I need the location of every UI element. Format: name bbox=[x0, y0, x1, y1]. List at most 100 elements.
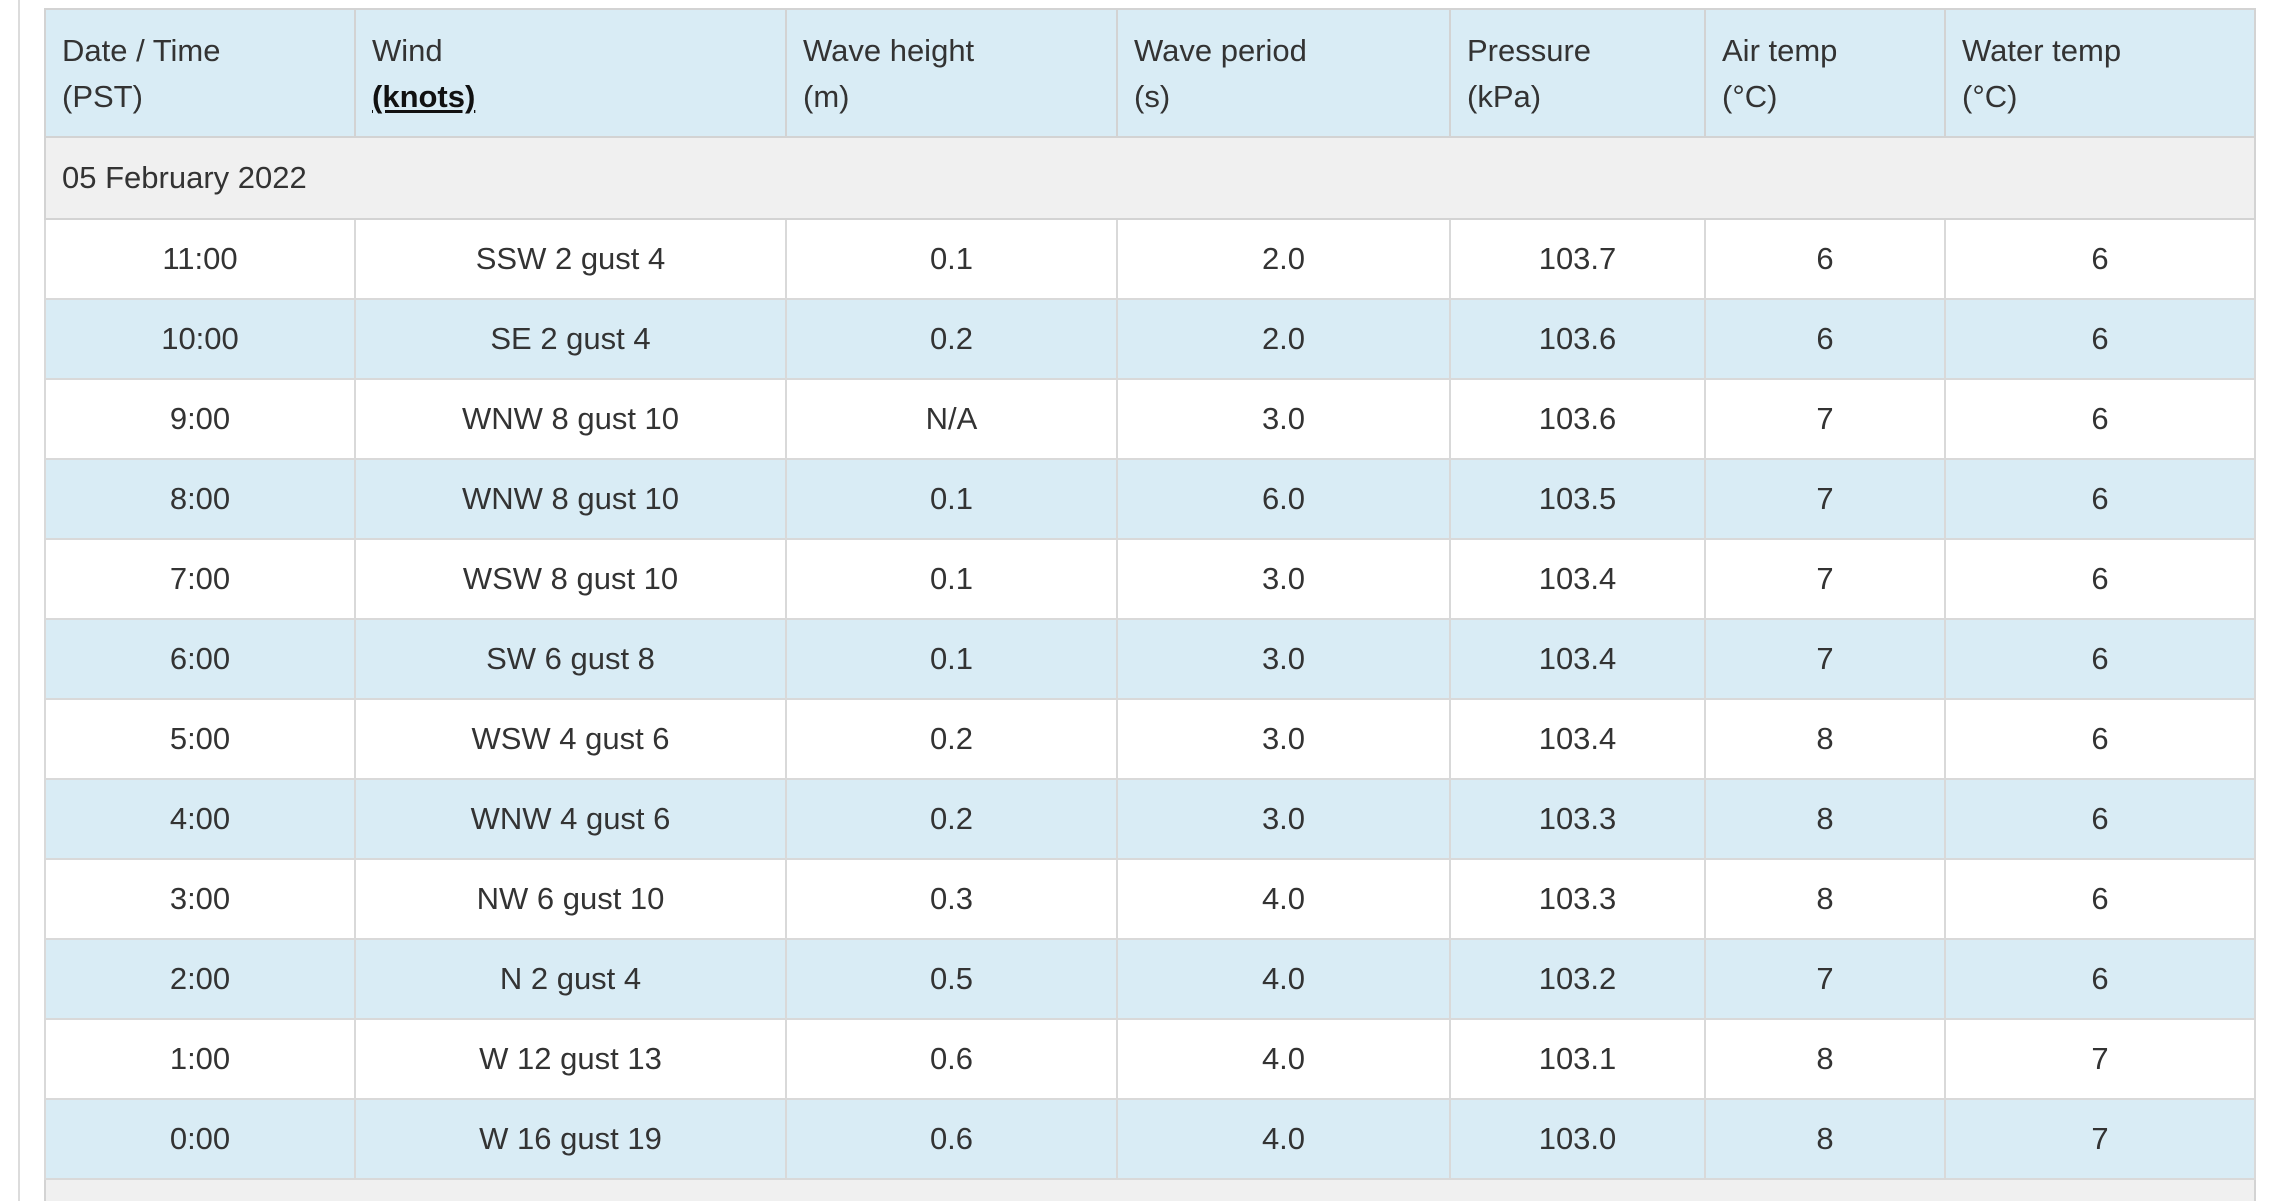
air-temp-cell: 6 bbox=[1704, 298, 1946, 380]
pressure-cell: 103.4 bbox=[1449, 698, 1706, 780]
wave-height-cell: 0.1 bbox=[785, 618, 1118, 700]
wave-height-cell: 0.1 bbox=[785, 458, 1118, 540]
pressure-cell: 103.6 bbox=[1449, 378, 1706, 460]
pressure-cell: 103.7 bbox=[1449, 218, 1706, 300]
pressure-cell: 103.0 bbox=[1449, 1098, 1706, 1180]
time-cell: 3:00 bbox=[44, 858, 356, 940]
column-header-units: (m) bbox=[803, 79, 850, 114]
wave-height-cell: N/A bbox=[785, 378, 1118, 460]
table-row: 3:00 NW 6 gust 10 0.3 4.0 103.3 8 6 bbox=[44, 858, 2256, 940]
wave-height-cell: 0.3 bbox=[785, 858, 1118, 940]
wave-period-cell: 3.0 bbox=[1116, 378, 1451, 460]
wind-cell: W 16 gust 19 bbox=[354, 1098, 787, 1180]
column-header-units: (s) bbox=[1134, 79, 1171, 114]
wave-height-cell: 0.2 bbox=[785, 778, 1118, 860]
wind-cell: SE 2 gust 4 bbox=[354, 298, 787, 380]
air-temp-cell: 7 bbox=[1704, 458, 1946, 540]
wave-height-cell: 0.5 bbox=[785, 938, 1118, 1020]
column-header-label: Wave period bbox=[1134, 33, 1307, 68]
air-temp-cell: 7 bbox=[1704, 538, 1946, 620]
time-cell: 9:00 bbox=[44, 378, 356, 460]
water-temp-cell: 6 bbox=[1944, 938, 2256, 1020]
wave-period-cell: 6.0 bbox=[1116, 458, 1451, 540]
air-temp-cell: 7 bbox=[1704, 618, 1946, 700]
wind-cell: SSW 2 gust 4 bbox=[354, 218, 787, 300]
air-temp-cell: 8 bbox=[1704, 698, 1946, 780]
column-header-units: (°C) bbox=[1722, 79, 1778, 114]
table-row: 1:00 W 12 gust 13 0.6 4.0 103.1 8 7 bbox=[44, 1018, 2256, 1100]
table-row: 9:00 WNW 8 gust 10 N/A 3.0 103.6 7 6 bbox=[44, 378, 2256, 460]
wind-cell: WNW 4 gust 6 bbox=[354, 778, 787, 860]
time-cell: 1:00 bbox=[44, 1018, 356, 1100]
column-header-label: Wave height bbox=[803, 33, 975, 68]
water-temp-cell: 6 bbox=[1944, 218, 2256, 300]
wind-cell: W 12 gust 13 bbox=[354, 1018, 787, 1100]
wind-cell: N 2 gust 4 bbox=[354, 938, 787, 1020]
wave-height-cell: 0.1 bbox=[785, 218, 1118, 300]
air-temp-cell: 8 bbox=[1704, 858, 1946, 940]
column-header-label: Date / Time bbox=[62, 33, 221, 68]
column-header-label: Air temp bbox=[1722, 33, 1838, 68]
air-temp-cell: 6 bbox=[1704, 218, 1946, 300]
water-temp-cell: 6 bbox=[1944, 858, 2256, 940]
wind-cell: WNW 8 gust 10 bbox=[354, 378, 787, 460]
wave-period-cell: 3.0 bbox=[1116, 778, 1451, 860]
table-row: 10:00 SE 2 gust 4 0.2 2.0 103.6 6 6 bbox=[44, 298, 2256, 380]
wind-units-link[interactable]: (knots) bbox=[372, 79, 476, 114]
pressure-cell: 103.4 bbox=[1449, 538, 1706, 620]
column-header-units: (PST) bbox=[62, 79, 143, 114]
column-header-label: Wind bbox=[372, 33, 443, 68]
column-header-units: (kPa) bbox=[1467, 79, 1542, 114]
wave-period-cell: 4.0 bbox=[1116, 938, 1451, 1020]
pressure-cell: 103.3 bbox=[1449, 858, 1706, 940]
next-date-group-cell bbox=[44, 1178, 2256, 1201]
pressure-cell: 103.5 bbox=[1449, 458, 1706, 540]
date-group-row: 05 February 2022 bbox=[44, 136, 2256, 220]
wave-period-cell: 4.0 bbox=[1116, 1018, 1451, 1100]
column-header-air-temp: Air temp (°C) bbox=[1704, 8, 1946, 138]
water-temp-cell: 6 bbox=[1944, 458, 2256, 540]
time-cell: 10:00 bbox=[44, 298, 356, 380]
air-temp-cell: 7 bbox=[1704, 378, 1946, 460]
wave-height-cell: 0.6 bbox=[785, 1018, 1118, 1100]
conditions-table-container: Date / Time (PST) Wind (knots) Wave height (m… bbox=[44, 8, 2256, 1201]
column-header-water-temp: Water temp (°C) bbox=[1944, 8, 2256, 138]
water-temp-cell: 6 bbox=[1944, 618, 2256, 700]
pressure-cell: 103.2 bbox=[1449, 938, 1706, 1020]
water-temp-cell: 6 bbox=[1944, 298, 2256, 380]
wave-height-cell: 0.2 bbox=[785, 298, 1118, 380]
wave-height-cell: 0.6 bbox=[785, 1098, 1118, 1180]
time-cell: 8:00 bbox=[44, 458, 356, 540]
pressure-cell: 103.6 bbox=[1449, 298, 1706, 380]
date-group-label: 05 February 2022 bbox=[44, 136, 2256, 220]
wave-period-cell: 3.0 bbox=[1116, 618, 1451, 700]
column-header-date-time: Date / Time (PST) bbox=[44, 8, 356, 138]
air-temp-cell: 8 bbox=[1704, 778, 1946, 860]
table-row: 4:00 WNW 4 gust 6 0.2 3.0 103.3 8 6 bbox=[44, 778, 2256, 860]
time-cell: 7:00 bbox=[44, 538, 356, 620]
water-temp-cell: 6 bbox=[1944, 538, 2256, 620]
table-row: 5:00 WSW 4 gust 6 0.2 3.0 103.4 8 6 bbox=[44, 698, 2256, 780]
column-header-wind: Wind (knots) bbox=[354, 8, 787, 138]
wind-cell: SW 6 gust 8 bbox=[354, 618, 787, 700]
water-temp-cell: 7 bbox=[1944, 1018, 2256, 1100]
table-row: 2:00 N 2 gust 4 0.5 4.0 103.2 7 6 bbox=[44, 938, 2256, 1020]
table-body: 05 February 2022 11:00 SSW 2 gust 4 0.1 2.0… bbox=[44, 136, 2256, 1201]
time-cell: 0:00 bbox=[44, 1098, 356, 1180]
wind-cell: WSW 8 gust 10 bbox=[354, 538, 787, 620]
time-cell: 6:00 bbox=[44, 618, 356, 700]
water-temp-cell: 6 bbox=[1944, 378, 2256, 460]
time-cell: 4:00 bbox=[44, 778, 356, 860]
marine-conditions-table: Date / Time (PST) Wind (knots) Wave height (m… bbox=[44, 8, 2256, 1201]
column-header-label: Pressure bbox=[1467, 33, 1592, 68]
air-temp-cell: 8 bbox=[1704, 1098, 1946, 1180]
time-cell: 5:00 bbox=[44, 698, 356, 780]
wind-cell: WNW 8 gust 10 bbox=[354, 458, 787, 540]
wave-period-cell: 4.0 bbox=[1116, 1098, 1451, 1180]
table-header: Date / Time (PST) Wind (knots) Wave height (m… bbox=[44, 8, 2256, 138]
table-row: 8:00 WNW 8 gust 10 0.1 6.0 103.5 7 6 bbox=[44, 458, 2256, 540]
air-temp-cell: 8 bbox=[1704, 1018, 1946, 1100]
wind-cell: WSW 4 gust 6 bbox=[354, 698, 787, 780]
wave-period-cell: 4.0 bbox=[1116, 858, 1451, 940]
pressure-cell: 103.4 bbox=[1449, 618, 1706, 700]
